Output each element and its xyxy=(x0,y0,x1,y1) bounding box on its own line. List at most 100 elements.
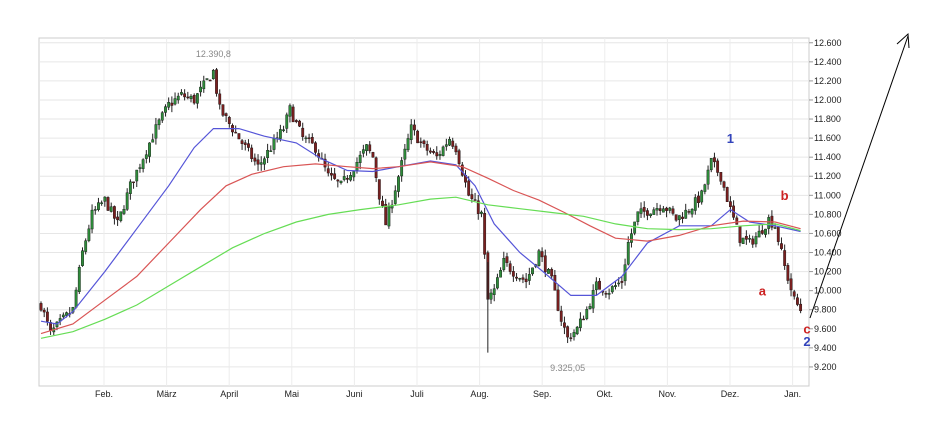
candle-body xyxy=(435,152,439,157)
candle-body xyxy=(569,337,573,339)
candle-body xyxy=(160,112,164,121)
candle-body xyxy=(103,196,107,202)
y-tick-label: 9.800 xyxy=(814,305,837,315)
candle-body xyxy=(358,154,362,163)
candle-body xyxy=(508,263,512,272)
candle-body xyxy=(652,209,656,215)
y-tick-label: 12.400 xyxy=(814,57,842,67)
candle-body xyxy=(776,226,780,242)
candle-body xyxy=(483,213,487,255)
candlesticks xyxy=(39,67,803,353)
moving-averages xyxy=(40,128,801,339)
y-tick-label: 10.400 xyxy=(814,248,842,258)
y-tick-label: 11.800 xyxy=(814,114,841,124)
candle-body xyxy=(729,201,732,207)
x-tick-label: Jan. xyxy=(784,389,801,399)
candle-body xyxy=(339,180,343,183)
candle-body xyxy=(288,105,292,117)
candle-body xyxy=(496,277,499,289)
y-tick-label: 9.400 xyxy=(814,343,837,353)
candle-body xyxy=(342,176,346,180)
candle-body xyxy=(397,176,400,192)
candle-body xyxy=(709,158,713,171)
candle-body xyxy=(208,79,212,82)
x-tick-label: Okt. xyxy=(597,389,614,399)
candle-body xyxy=(454,145,458,153)
candle-body xyxy=(687,211,691,213)
candle-body xyxy=(489,292,493,300)
candle-body xyxy=(550,269,554,277)
candle-body xyxy=(243,142,247,145)
candle-body xyxy=(195,93,199,104)
wave-label: 1 xyxy=(727,131,734,146)
y-tick-label: 10.800 xyxy=(814,209,842,219)
candle-body xyxy=(323,158,327,168)
candle-body xyxy=(527,274,531,281)
candle-body xyxy=(760,230,764,234)
candle-body xyxy=(543,255,547,273)
candle-body xyxy=(65,312,68,316)
candle-body xyxy=(511,271,515,277)
candle-body xyxy=(218,93,222,105)
candle-body xyxy=(703,184,707,192)
candle-body xyxy=(355,162,359,171)
candle-body xyxy=(189,95,193,99)
candle-body xyxy=(202,80,206,90)
candle-body xyxy=(754,236,758,245)
candle-body xyxy=(167,102,171,108)
candle-body xyxy=(585,309,589,319)
candle-body xyxy=(428,150,432,153)
candle-body xyxy=(154,124,158,139)
candle-body xyxy=(636,211,640,222)
candle-body xyxy=(266,150,270,158)
candle-body xyxy=(368,144,372,152)
candle-body xyxy=(639,208,643,214)
candle-body xyxy=(789,278,793,291)
candle-body xyxy=(684,209,688,219)
moving-average-line xyxy=(40,161,801,335)
candle-body xyxy=(326,168,330,174)
candle-body xyxy=(234,131,238,134)
candle-body xyxy=(642,207,646,212)
candle-body xyxy=(674,214,678,221)
candle-body xyxy=(655,208,659,211)
candle-body xyxy=(572,332,576,338)
candle-body xyxy=(109,206,113,212)
candle-body xyxy=(492,288,496,295)
candle-body xyxy=(457,150,461,164)
candle-body xyxy=(176,95,180,101)
candle-body xyxy=(697,195,700,204)
candle-body xyxy=(617,282,621,285)
candle-body xyxy=(183,93,187,98)
candle-body xyxy=(473,199,477,201)
candle-body xyxy=(144,154,148,159)
x-axis: Feb. März April Mai Juni Juli Aug. Sep. Okt. Nov.… xyxy=(95,389,801,399)
candle-body xyxy=(247,143,250,148)
candle-body xyxy=(272,138,276,150)
candle-body xyxy=(610,286,614,293)
candle-body xyxy=(748,238,751,240)
candle-body xyxy=(451,140,455,147)
candle-body xyxy=(531,267,534,275)
x-tick-label: Nov. xyxy=(658,389,676,399)
candle-body xyxy=(84,240,88,252)
y-tick-label: 10.000 xyxy=(814,286,842,296)
candle-body xyxy=(97,202,100,210)
candle-body xyxy=(263,158,266,165)
candle-body xyxy=(61,314,65,318)
candle-body xyxy=(250,147,254,159)
candle-body xyxy=(626,242,630,265)
candle-body xyxy=(170,102,174,106)
candle-body xyxy=(186,96,190,99)
x-tick-label: Sep. xyxy=(533,389,552,399)
candle-body xyxy=(304,137,308,140)
candle-body xyxy=(764,228,767,235)
candle-body xyxy=(633,221,637,234)
candle-body xyxy=(706,169,710,185)
candle-body xyxy=(614,285,617,287)
candle-body xyxy=(786,265,790,281)
candle-body xyxy=(413,124,416,131)
x-tick-label: Feb. xyxy=(95,389,113,399)
y-tick-label: 12.000 xyxy=(814,95,842,105)
candle-body xyxy=(330,173,333,176)
